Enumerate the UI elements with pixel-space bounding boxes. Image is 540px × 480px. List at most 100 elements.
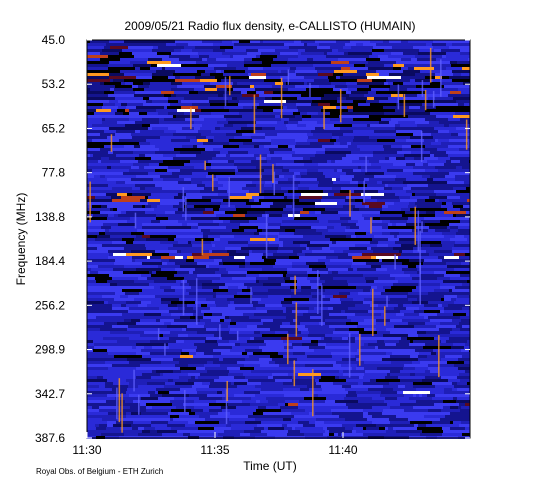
spectrogram-cell (217, 88, 227, 91)
spectrogram-cell (219, 73, 223, 76)
spectrogram-cell (169, 391, 197, 394)
spectrogram-cell (373, 151, 397, 154)
spectrogram-cell (87, 331, 110, 334)
spectrogram-cell (435, 166, 447, 169)
spectrogram-cell (142, 205, 145, 208)
spectrogram-cell (261, 361, 269, 364)
spectrogram-cell (87, 67, 108, 70)
spectrogram-cell (342, 169, 353, 172)
spectrogram-cell (110, 79, 113, 82)
spectrogram-cell (372, 415, 396, 418)
spectrogram-cell (382, 331, 390, 334)
spectrogram-cell (173, 229, 201, 232)
spectrogram-cell (419, 394, 422, 397)
spectrogram-cell (438, 139, 449, 142)
spectrogram-cell (403, 70, 420, 73)
spectrogram-cell (152, 133, 155, 136)
spectrogram-cell (108, 67, 135, 70)
spectrogram-cell (410, 79, 415, 82)
spectrogram-cell (194, 121, 217, 124)
spectrogram-cell (279, 175, 284, 178)
spectrogram-cell (346, 235, 351, 238)
spectrogram-cell (100, 82, 104, 85)
spectrogram-cell (398, 376, 425, 379)
spectrogram-cell (402, 145, 411, 148)
spectrogram-cell (378, 277, 395, 280)
spectrogram-cell (304, 433, 323, 436)
spectrogram-cell (197, 346, 212, 349)
spectrogram-cell (263, 412, 291, 415)
spectrogram-cell (149, 115, 173, 118)
spectrogram-cell (427, 355, 445, 358)
spectrogram-cell (350, 346, 360, 349)
spectrogram-cell (113, 142, 139, 145)
spectrogram-cell (450, 412, 470, 415)
spectrogram-cell (126, 304, 138, 307)
spectrogram-cell (179, 175, 206, 178)
spectrogram-cell (155, 427, 171, 430)
spectrogram-cell (449, 223, 470, 226)
spectrogram-cell (189, 91, 198, 94)
spectrogram-cell (189, 40, 202, 43)
spectrogram-cell (252, 250, 277, 253)
spectrogram-cell (186, 136, 196, 139)
spectrogram-cell (237, 334, 262, 337)
spectrogram-cell (393, 64, 404, 67)
spectrogram-cell (360, 217, 364, 220)
spectrogram-cell (144, 313, 161, 316)
spectrogram-cell (244, 328, 254, 331)
spectrogram-cell (242, 133, 265, 136)
spectrogram-cell (238, 286, 247, 289)
spectrogram-cell (187, 223, 198, 226)
spectrogram-cell (283, 82, 286, 85)
spectrogram-cell (381, 118, 391, 121)
spectrogram-cell (451, 133, 458, 136)
spectrogram-cell (142, 124, 150, 127)
spectrogram-cell (465, 160, 469, 163)
spectrogram-cell (384, 400, 396, 403)
spectrogram-cell (252, 196, 264, 199)
spectrogram-cell (404, 409, 428, 412)
spectrogram-cell (225, 211, 247, 214)
spectrogram-cell (370, 142, 380, 145)
spectrogram-cell (440, 418, 444, 421)
spectrogram-cell (333, 286, 356, 289)
spectrogram-cell (343, 370, 365, 373)
spectrogram-streak (312, 369, 314, 417)
spectrogram-cell (155, 250, 177, 253)
spectrogram-cell (404, 394, 413, 397)
spectrogram-cell (439, 328, 452, 331)
spectrogram-cell (262, 127, 275, 130)
spectrogram-cell (157, 127, 168, 130)
spectrogram-cell (267, 253, 273, 256)
spectrogram-cell (112, 199, 140, 202)
spectrogram-cell (289, 361, 293, 364)
spectrogram-cell (408, 67, 414, 70)
spectrogram-cell (261, 298, 284, 301)
spectrogram-cell (393, 388, 416, 391)
spectrogram-cell (316, 382, 333, 385)
spectrogram-cell (140, 319, 156, 322)
spectrogram-cell (227, 190, 249, 193)
spectrogram-cell (406, 433, 420, 436)
spectrogram-cell (424, 415, 445, 418)
spectrogram-cell (331, 352, 359, 355)
spectrogram-cell (422, 379, 448, 382)
spectrogram-cell (87, 109, 96, 112)
spectrogram-cell (129, 112, 139, 115)
spectrogram-cell (87, 76, 109, 79)
spectrogram-cell (229, 418, 255, 421)
spectrogram-cell (314, 79, 329, 82)
spectrogram-cell (249, 190, 264, 193)
spectrogram-cell (339, 340, 355, 343)
spectrogram-cell (268, 295, 291, 298)
spectrogram-cell (232, 97, 237, 100)
spectrogram-streak (349, 190, 351, 217)
spectrogram-cell (455, 112, 470, 115)
spectrogram-cell (343, 46, 351, 49)
spectrogram-cell (277, 133, 298, 136)
spectrogram-cell (213, 289, 228, 292)
spectrogram-cell (254, 337, 281, 340)
spectrogram-cell (406, 403, 419, 406)
spectrogram-cell (384, 271, 404, 274)
